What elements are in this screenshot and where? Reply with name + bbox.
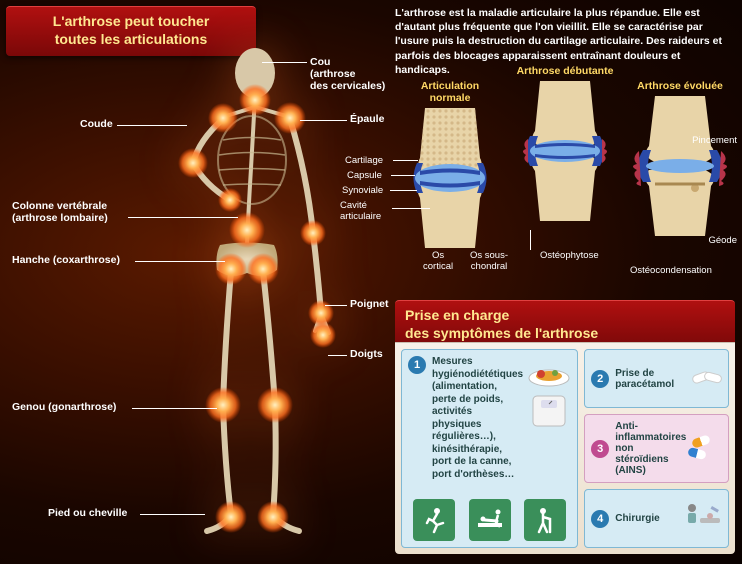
label-colonne: Colonne vertébrale(arthrose lombaire) [12,200,108,224]
surgery-icon [682,500,722,537]
jlabel-os-souschondral: Os sous-chondral [470,250,508,272]
jline [393,160,418,161]
runner-icon [413,499,455,541]
care-text-3: Anti-inflammatoires non stéroïdiens (AIN… [615,421,686,476]
joint-title-normal: Articulationnormale [395,80,505,104]
label-pied: Pied ou cheville [48,507,127,519]
line-genou [132,408,217,409]
line-poignet [325,305,347,306]
jline [390,190,417,191]
capsules-icon [692,437,722,461]
care-text-2: Prise de paracétamol [615,368,686,390]
joint-diagram-early [510,81,620,221]
care-item-4: 4 Chirurgie [584,489,729,548]
food-icon [527,356,571,390]
jline [530,230,531,250]
joint-stages-panel: Articulationnormale Arthrose débutante [395,80,735,290]
jlabel-osteocondensation: Ostéocondensation [630,265,712,276]
title-text: L'arthrose peut toucher [16,13,246,31]
care-badge-3: 3 [591,440,609,458]
care-badge-2: 2 [591,370,609,388]
line-coude [117,125,187,126]
care-body: 1 Mesures hygiénodiététiques (alimentati… [395,342,735,554]
joint-col-advanced: Arthrose évoluée [625,80,735,236]
pills-icon [692,373,722,385]
line-doigts [328,355,347,356]
massage-icon [469,499,511,541]
line-pied [140,514,205,515]
joint-diagram-advanced [625,96,735,236]
care-header-text: Prise en chargedes symptômes de l'arthro… [405,307,725,342]
infographic-canvas: L'arthrose peut toucher toutes les artic… [0,0,742,564]
line-hanche [135,261,225,262]
care-item-2: 2 Prise de paracétamol [584,349,729,408]
line-cou [262,62,307,63]
joint-col-normal: Articulationnormale [395,80,505,248]
scale-icon [527,394,571,428]
line-colonne [128,217,238,218]
jlabel-cartilage: Cartilage [345,155,383,166]
jlabel-geode: Géode [708,235,737,246]
care-text-1: Mesures hygiénodiététiques (alimentation… [432,356,523,481]
care-item-1: 1 Mesures hygiénodiététiques (alimentati… [401,349,578,548]
cane-icon [524,499,566,541]
jlabel-pincement: Pincement [692,135,737,146]
jlabel-synoviale: Synoviale [342,185,383,196]
care-badge-4: 4 [591,510,609,528]
care-header: Prise en chargedes symptômes de l'arthro… [395,300,735,348]
jlabel-capsule: Capsule [347,170,382,181]
joint-diagram-normal [395,108,505,248]
label-cou: Cou(arthrosedes cervicales) [310,56,385,92]
care-item-3: 3 Anti-inflammatoires non stéroïdiens (A… [584,414,729,483]
label-epaule: Épaule [350,113,384,125]
line-epaule [300,120,347,121]
care-badge-1: 1 [408,356,426,374]
jline [392,208,430,209]
joint-title-early: Arthrose débutante [510,65,620,77]
jlabel-osteophytose: Ostéophytose [540,250,599,261]
label-genou: Genou (gonarthrose) [12,401,116,413]
care-text-4: Chirurgie [615,513,676,524]
joint-col-early: Arthrose débutante [510,65,620,221]
label-doigts: Doigts [350,348,383,360]
label-coude: Coude [80,118,113,130]
label-poignet: Poignet [350,298,389,310]
jline [391,175,415,176]
jlabel-os-cortical: Oscortical [423,250,453,272]
jlabel-cavite: Cavitéarticulaire [340,200,381,222]
joint-title-advanced: Arthrose évoluée [625,80,735,92]
label-hanche: Hanche (coxarthrose) [12,254,120,266]
